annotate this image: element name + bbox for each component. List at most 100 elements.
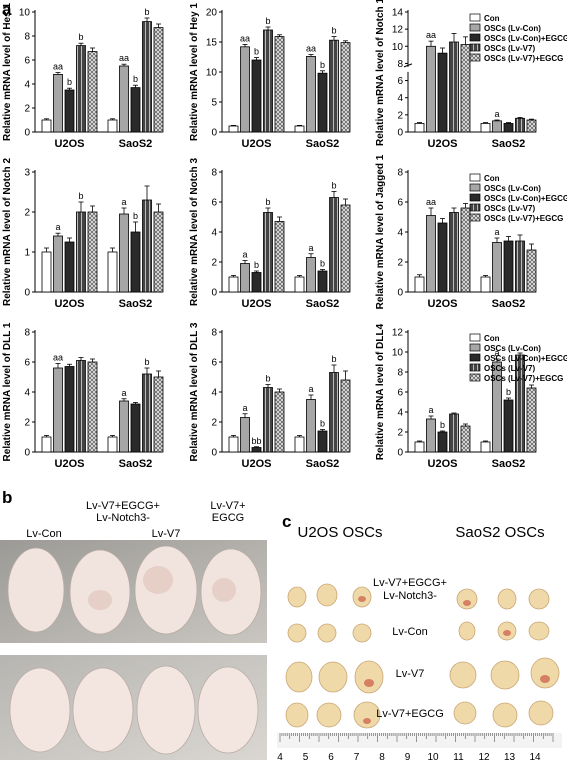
ruler-number: 6 (328, 752, 334, 763)
y-tick-label: 4 (211, 228, 217, 239)
x-tick-label: U2OS (55, 458, 85, 470)
y-tick-label: 2 (211, 418, 217, 429)
y-tick-label: 4 (397, 93, 403, 104)
legend-label: Con (484, 14, 500, 23)
y-tick-label: 6 (211, 198, 217, 209)
legend-swatch (469, 333, 481, 342)
legend-swatch (469, 353, 481, 362)
legend-label: OSCs (Lv-V7) (484, 44, 535, 53)
x-tick-label: SaoS2 (119, 298, 153, 310)
panel-letter-c: c (282, 512, 292, 531)
y-tick-label: 2 (24, 418, 30, 429)
bar (130, 403, 141, 453)
significance-label: aa (426, 30, 436, 40)
legend-label: Con (484, 334, 500, 343)
bar (87, 51, 98, 133)
y-tick-label: 12 (392, 25, 404, 36)
bar (263, 387, 273, 453)
legend-label: Con (484, 174, 500, 183)
bar (317, 430, 328, 453)
bar (340, 379, 351, 453)
bar (340, 42, 351, 133)
bar (306, 257, 316, 293)
bar (492, 242, 502, 293)
legend-swatch (469, 373, 481, 382)
y-tick-label: 4 (397, 228, 403, 239)
significance-label: aa (119, 53, 129, 63)
y-tick-label: 8 (24, 328, 30, 339)
bar (306, 56, 316, 133)
bar (228, 436, 239, 453)
y-tick-label: 10 (392, 348, 404, 359)
bar (294, 436, 305, 453)
y-tick-label: 2 (24, 104, 30, 115)
y-tick-label: 8 (397, 368, 403, 379)
y-tick-label: 8 (211, 168, 217, 179)
bar (329, 372, 339, 453)
chart-7: 0 2 4 6 8 Relative mRNA level of DLL 1 U2OS aa S… (2, 322, 164, 470)
ruler-number: 5 (302, 752, 309, 763)
y-tick-label: 10 (206, 68, 218, 79)
x-tick-label: SaoS2 (306, 458, 340, 470)
y-tick-label: 2 (397, 110, 403, 121)
bar (41, 119, 52, 133)
bar (87, 361, 98, 453)
legend-swatch (469, 203, 481, 212)
legend-swatch (469, 193, 481, 202)
bar (64, 366, 75, 453)
significance-label: a (121, 197, 126, 207)
x-tick-label: SaoS2 (492, 298, 526, 310)
y-tick-label: 15 (206, 38, 218, 49)
y-axis-label: Relative mRNA level of Jagged 1 (375, 154, 386, 309)
bar (460, 425, 471, 453)
x-tick-label: U2OS (428, 298, 458, 310)
x-tick-label: U2OS (428, 138, 458, 150)
x-tick-label: U2OS (242, 298, 272, 310)
bar (87, 211, 98, 293)
y-axis-label: Relative mRNA level of Notch 2 (2, 158, 13, 306)
legend-label: OSCs (Lv-Con) (484, 184, 541, 193)
y-tick-label: 6 (397, 76, 403, 87)
bar (449, 413, 459, 453)
y-axis-label: Relative mRNA level of Notch 3 (189, 158, 200, 306)
bar (460, 207, 471, 293)
y-tick-label: 20 (206, 8, 218, 19)
y-tick-label: 5 (211, 98, 217, 109)
bar (64, 89, 75, 133)
bar (274, 391, 285, 453)
y-tick-label: 4 (24, 388, 30, 399)
bar (153, 211, 164, 293)
y-tick-label: 0 (397, 448, 403, 459)
bar (426, 418, 436, 453)
axis-break (404, 66, 412, 72)
bar (107, 119, 118, 133)
legend-swatch (469, 53, 481, 62)
legend-swatch (469, 343, 481, 352)
significance-label: b (331, 26, 336, 36)
chart-1: 0 2 4 6 8 10 Relative mRNA level of Hes 1 U2OS a… (2, 3, 164, 150)
significance-label: b (320, 60, 325, 70)
y-tick-label: 3 (24, 168, 30, 179)
x-tick-label: U2OS (242, 458, 272, 470)
bar (449, 41, 459, 133)
y-tick-label: 0 (24, 128, 30, 139)
y-tick-label: 4 (24, 80, 30, 91)
significance-label: b (254, 260, 259, 270)
significance-label: aa (240, 33, 250, 43)
bar (414, 276, 425, 293)
significance-label: a (428, 405, 433, 415)
bar (228, 125, 239, 133)
bar (437, 222, 448, 293)
tumor-photo (277, 573, 562, 748)
y-tick-label: 8 (24, 32, 30, 43)
y-axis-label: Relative mRNA level of DLL4 (375, 323, 386, 460)
bar (460, 44, 471, 133)
bar (119, 213, 129, 293)
bar (414, 441, 425, 453)
legend-swatch (469, 173, 481, 182)
legend-swatch (469, 183, 481, 192)
bar (480, 276, 491, 293)
bar (503, 123, 514, 133)
